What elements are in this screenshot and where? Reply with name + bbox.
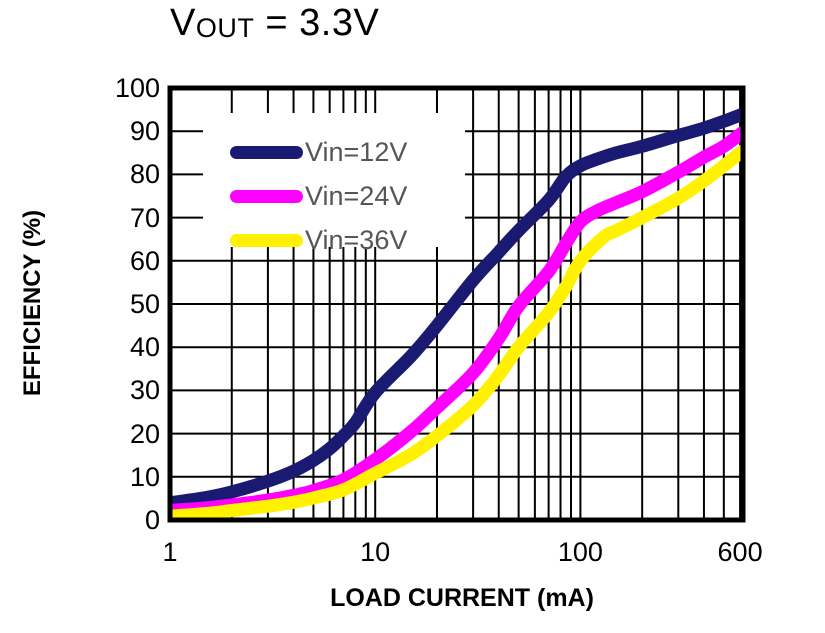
y-tick-label-50: 50 — [129, 289, 160, 319]
chart-title-subscript: OUT — [195, 13, 255, 43]
legend-item-vin-24v: Vin=24V — [230, 180, 408, 211]
x-axis-title: LOAD CURRENT (mA) — [330, 584, 594, 612]
plot-border — [167, 85, 746, 523]
x-tick-label-600: 600 — [717, 537, 763, 567]
y-tick-label-30: 30 — [129, 375, 160, 406]
y-tick-label-60: 60 — [129, 245, 160, 276]
y-tick-label-0: 0 — [144, 505, 160, 535]
legend-label: Vin=36V — [305, 224, 408, 255]
x-tick-label-1: 1 — [162, 537, 178, 567]
curve-vin-36v — [170, 144, 743, 520]
y-tick-label-70: 70 — [129, 202, 160, 233]
y-tick-label-90: 90 — [129, 116, 160, 147]
x-tick-label-10: 10 — [360, 537, 391, 567]
legend: Vin=12V Vin=24V Vin=36V — [203, 113, 465, 255]
curve-vin-12v — [170, 107, 743, 510]
y-tick-label-80: 80 — [129, 159, 160, 190]
chart-title: VOUT = 3.3V — [170, 2, 379, 45]
y-tick-label-20: 20 — [129, 418, 160, 449]
y-tick-label-100: 100 — [114, 73, 160, 103]
legend-swatch — [230, 145, 303, 159]
curve-vin-24v — [170, 125, 743, 517]
legend-swatch — [230, 189, 303, 203]
x-tick-label-100: 100 — [557, 537, 603, 567]
legend-item-vin-36v: Vin=36V — [230, 224, 408, 255]
legend-label: Vin=24V — [305, 180, 408, 211]
legend-swatch — [230, 233, 303, 247]
chart-title-suffix: = 3.3V — [254, 2, 380, 44]
y-tick-label-10: 10 — [129, 461, 160, 492]
legend-label: Vin=12V — [305, 136, 408, 167]
y-tick-label-40: 40 — [129, 332, 160, 363]
chart-title-prefix: V — [170, 2, 196, 44]
legend-item-vin-12v: Vin=12V — [230, 136, 408, 167]
y-axis-title: EFFICIENCY (%) — [19, 209, 46, 397]
